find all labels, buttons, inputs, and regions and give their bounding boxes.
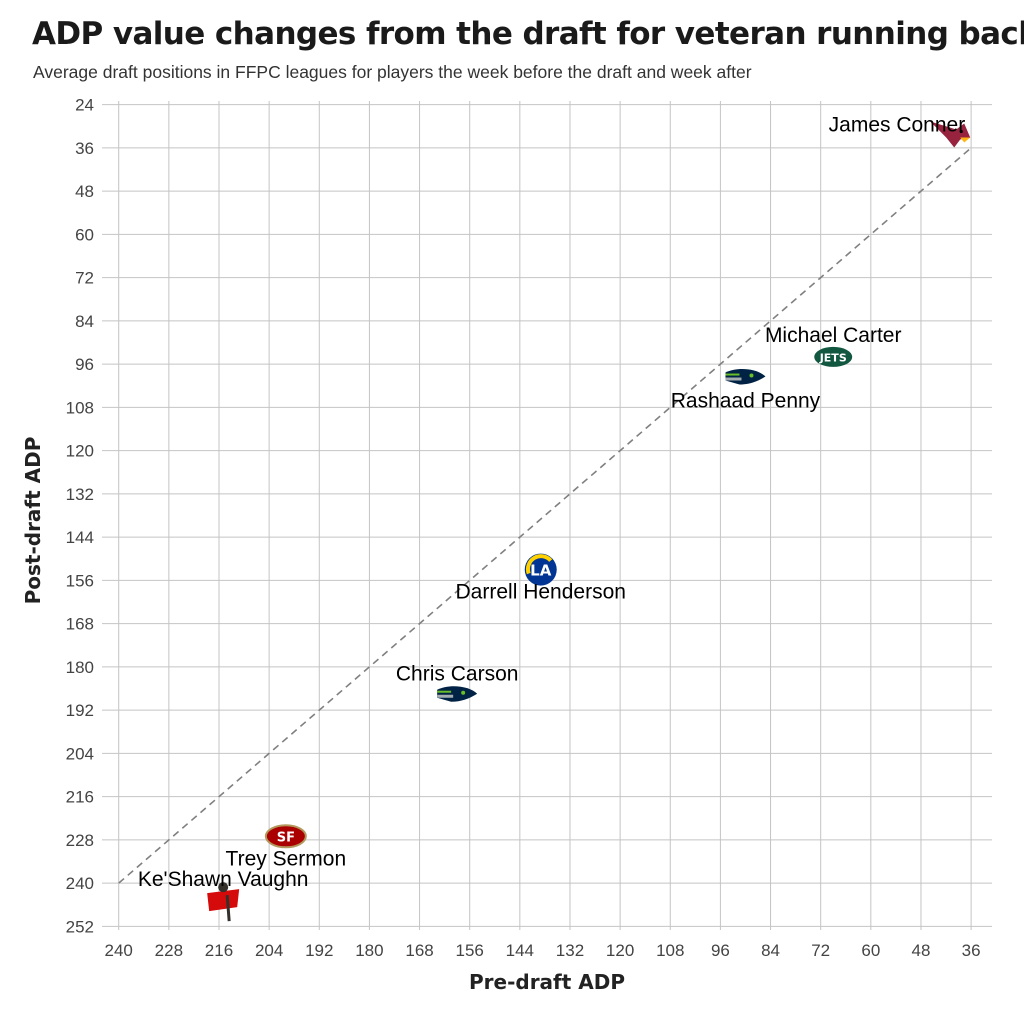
y-tick-label: 108 [66, 398, 94, 417]
point-label: Trey Sermon [226, 847, 347, 870]
y-tick-label: 36 [75, 139, 94, 158]
seahawks-logo-icon [725, 369, 766, 385]
svg-text:JETS: JETS [819, 351, 847, 364]
y-tick-label: 228 [66, 831, 94, 850]
y-tick-label: 204 [66, 744, 94, 763]
49ers-logo-icon: SF [264, 824, 307, 849]
x-tick-label: 132 [556, 941, 584, 960]
x-tick-label: 156 [456, 941, 484, 960]
point-label: James Conner [829, 113, 966, 136]
rams-logo-icon: LA [524, 553, 557, 586]
y-tick-label: 252 [66, 917, 94, 936]
y-tick-label: 72 [75, 269, 94, 288]
y-tick-label: 168 [66, 615, 94, 634]
grid [102, 101, 992, 930]
y-tick-label: 60 [75, 225, 94, 244]
point-label: Michael Carter [765, 324, 902, 347]
x-tick-label: 60 [861, 941, 880, 960]
x-tick-labels: 240 228 216 204 192 180 168 156 144 132 120 108 96 84… [105, 941, 981, 960]
y-axis-title: Post-draft ADP [21, 437, 45, 605]
chart-subtitle: Average draft positions in FFPC leagues … [33, 62, 752, 82]
x-tick-label: 48 [912, 941, 931, 960]
x-tick-label: 84 [761, 941, 780, 960]
x-tick-label: 216 [205, 941, 233, 960]
x-tick-label: 120 [606, 941, 634, 960]
y-tick-label: 120 [66, 442, 94, 461]
y-tick-label: 156 [66, 571, 94, 590]
x-tick-label: 168 [405, 941, 433, 960]
x-tick-label: 72 [811, 941, 830, 960]
x-tick-label: 228 [155, 941, 183, 960]
y-tick-label: 48 [75, 182, 94, 201]
jets-logo-icon: JETS [814, 346, 853, 367]
y-tick-label: 84 [75, 312, 94, 331]
reference-line [118, 147, 972, 884]
x-tick-label: 240 [105, 941, 133, 960]
svg-text:SF: SF [277, 830, 295, 845]
y-tick-label: 24 [75, 96, 94, 115]
x-tick-label: 192 [305, 941, 333, 960]
x-tick-label: 180 [355, 941, 383, 960]
chart-title: ADP value changes from the draft for vet… [32, 16, 1024, 52]
svg-text:LA: LA [530, 562, 552, 580]
reference-line-group [118, 147, 972, 884]
x-tick-label: 36 [962, 941, 981, 960]
y-tick-label: 180 [66, 658, 94, 677]
y-tick-label: 216 [66, 788, 94, 807]
point-label: Rashaad Penny [671, 390, 821, 413]
point-label: Ke'Shawn Vaughn [138, 868, 309, 891]
data-points: James Conner JETS Michael Carter Rashaad Pe… [138, 113, 971, 922]
buccaneers-logo-icon [207, 882, 240, 922]
y-tick-label: 132 [66, 485, 94, 504]
y-tick-label: 144 [66, 528, 94, 547]
x-axis-title: Pre-draft ADP [469, 970, 625, 994]
y-tick-label: 96 [75, 355, 94, 374]
x-tick-label: 96 [711, 941, 730, 960]
x-tick-label: 108 [656, 941, 684, 960]
x-tick-label: 204 [255, 941, 283, 960]
point-label: Darrell Henderson [456, 581, 626, 604]
y-tick-label: 192 [66, 701, 94, 720]
x-tick-label: 144 [506, 941, 534, 960]
y-tick-labels: 24 36 48 60 72 84 96 108 120 132 144 156 168 180 192 20… [66, 96, 94, 937]
seahawks-logo-icon [437, 686, 478, 702]
point-label: Chris Carson [396, 663, 519, 686]
y-tick-label: 240 [66, 874, 94, 893]
cardinals-logo-icon [930, 121, 971, 148]
